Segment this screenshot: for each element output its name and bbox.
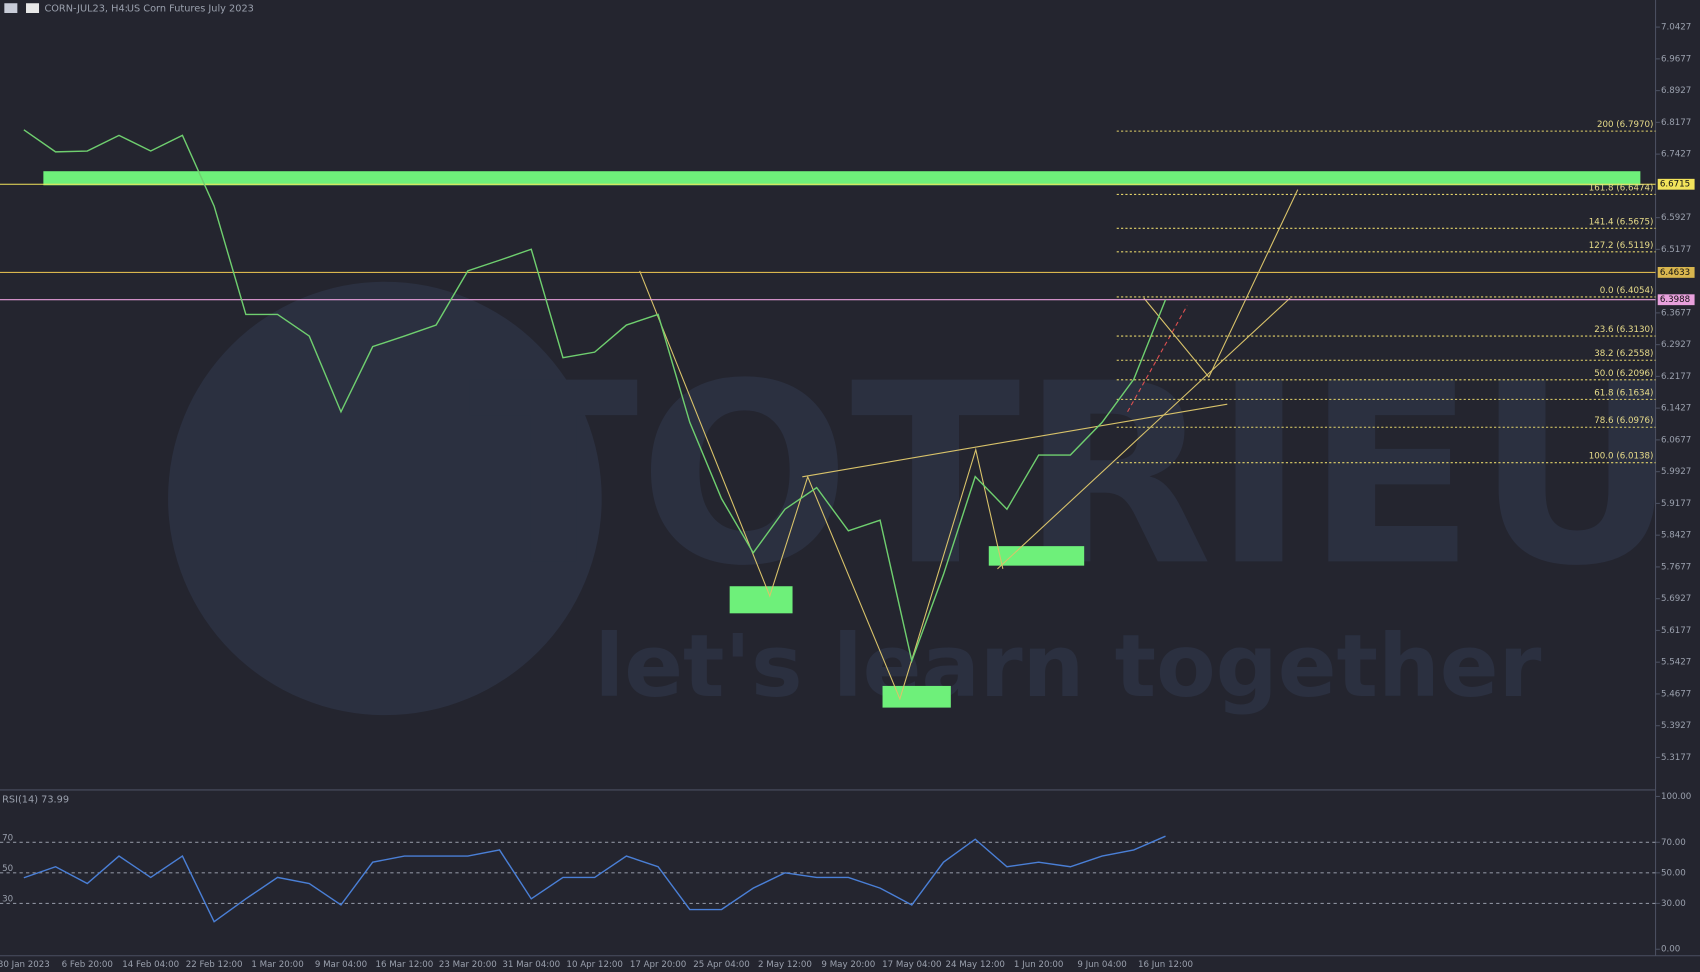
price-label: 6.6715 (1660, 180, 1690, 190)
y-tick-label-left: 50 (2, 864, 13, 874)
projection (1143, 189, 1299, 379)
y-tick-label-left: 70 (2, 833, 13, 843)
x-tick-label: 1 Mar 20:00 (251, 960, 303, 970)
trendlines (639, 189, 1299, 701)
x-tick-label: 17 May 04:00 (882, 960, 941, 970)
y-tick-label: 5.6927 (1661, 594, 1691, 604)
x-tick-label: 10 Apr 12:00 (566, 960, 622, 970)
fib-label: 50.0 (6.2096) (1594, 369, 1653, 379)
fib-label: 38.2 (6.2558) (1594, 349, 1653, 359)
x-tick-label: 30 Jan 2023 (0, 960, 50, 970)
line-series (23, 129, 1167, 664)
y-tick-label: 5.4677 (1661, 689, 1691, 699)
y-tick-label: 5.8427 (1661, 531, 1691, 541)
trendline (802, 403, 1228, 478)
zigzag (639, 270, 1004, 701)
icon (26, 3, 40, 14)
description: US Corn Futures July 2023 (127, 4, 254, 15)
x-tick-label: 14 Feb 04:00 (122, 960, 179, 970)
x-tick-label: 9 Jun 04:00 (1077, 960, 1126, 970)
x-tick-label: 16 Mar 12:00 (375, 960, 433, 970)
rsi-title: RSI(14) 73.99 (2, 795, 69, 806)
y-tick-label: 70.00 (1661, 838, 1686, 848)
y-tick-label: 6.1427 (1661, 404, 1691, 414)
support-zone (988, 546, 1085, 566)
y-tick-label: 0.00 (1661, 945, 1680, 955)
support-zone (729, 586, 793, 614)
fib-label: 100.0 (6.0138) (1589, 452, 1654, 462)
projection (1127, 305, 1188, 413)
x-tick-label: 9 May 20:00 (821, 960, 875, 970)
x-tick-label: 1 Jun 20:00 (1014, 960, 1063, 970)
x-tick-label: 16 Jun 12:00 (1138, 960, 1193, 970)
y-tick-label: 6.2927 (1661, 340, 1691, 350)
y-tick-label: 7.0427 (1661, 23, 1691, 33)
y-tick-label-left: 30 (2, 895, 13, 905)
watermark-logo (168, 281, 602, 716)
x-tick-label: 2 May 12:00 (758, 960, 812, 970)
fib-label: 141.4 (6.5675) (1589, 217, 1654, 227)
x-tick-label: 24 May 12:00 (946, 960, 1005, 970)
y-tick-label: 6.3677 (1661, 308, 1691, 318)
y-tick-label: 6.0677 (1661, 435, 1691, 445)
price-label: 6.4633 (1660, 268, 1690, 278)
fib-label: 61.8 (6.1634) (1594, 388, 1653, 398)
resistance-zone (43, 171, 1641, 186)
watermark-slogan: let's learn together (594, 617, 1541, 717)
y-tick-label: 6.8927 (1661, 86, 1691, 96)
x-tick-label: 17 Apr 20:00 (630, 960, 686, 970)
trendline (997, 297, 1291, 570)
y-tick-label: 6.5177 (1661, 245, 1691, 255)
y-tick-label: 5.3927 (1661, 721, 1691, 731)
watermark-brand: TOTRIEU (468, 330, 1678, 620)
header: CORN-JUL23, H4: US Corn Futures July 202… (4, 3, 254, 15)
y-tick-label: 6.2177 (1661, 372, 1691, 382)
fib-label: 78.6 (6.0976) (1594, 416, 1653, 426)
fib-label: 0.0 (6.4054) (1600, 286, 1654, 296)
zones (43, 171, 1641, 708)
y-tick-label: 5.9927 (1661, 467, 1691, 477)
x-tick-label: 22 Feb 12:00 (186, 960, 243, 970)
line-series (23, 835, 1166, 923)
fib-label: 161.8 (6.6474) (1589, 183, 1654, 193)
fib-label: 23.6 (6.3130) (1594, 325, 1653, 335)
support-zone (882, 685, 951, 708)
price-label: 6.3988 (1660, 295, 1690, 305)
fib-label: 200 (6.7970) (1597, 120, 1653, 130)
x-tick-label: 9 Mar 04:00 (315, 960, 367, 970)
y-tick-label: 100.00 (1661, 792, 1691, 802)
y-tick-label: 5.3177 (1661, 753, 1691, 763)
y-tick-label: 6.9677 (1661, 54, 1691, 64)
price-label-bg (1657, 294, 1695, 306)
x-tick-label: 25 Apr 04:00 (693, 960, 749, 970)
y-tick-label: 6.7427 (1661, 150, 1691, 160)
watermark: TOTRIEU let's learn together (168, 281, 1678, 717)
y-tick-label: 5.5427 (1661, 658, 1691, 668)
price-label-bg (1657, 266, 1695, 278)
y-tick-label: 5.6177 (1661, 626, 1691, 636)
symbol: CORN-JUL23, H4: (44, 4, 128, 15)
y-tick-label: 50.00 (1661, 868, 1686, 878)
icon (4, 3, 18, 14)
y-tick-label: 5.9177 (1661, 499, 1691, 509)
x-tick-label: 23 Mar 20:00 (439, 960, 497, 970)
price-label-bg (1657, 178, 1695, 190)
x-tick-label: 31 Mar 04:00 (502, 960, 560, 970)
y-tick-label: 5.7677 (1661, 562, 1691, 572)
y-tick-label: 6.5927 (1661, 213, 1691, 223)
x-tick-label: 6 Feb 20:00 (62, 960, 113, 970)
y-tick-label: 30.00 (1661, 899, 1686, 909)
y-tick-label: 6.8177 (1661, 118, 1691, 128)
fib-label: 127.2 (6.5119) (1589, 241, 1654, 251)
